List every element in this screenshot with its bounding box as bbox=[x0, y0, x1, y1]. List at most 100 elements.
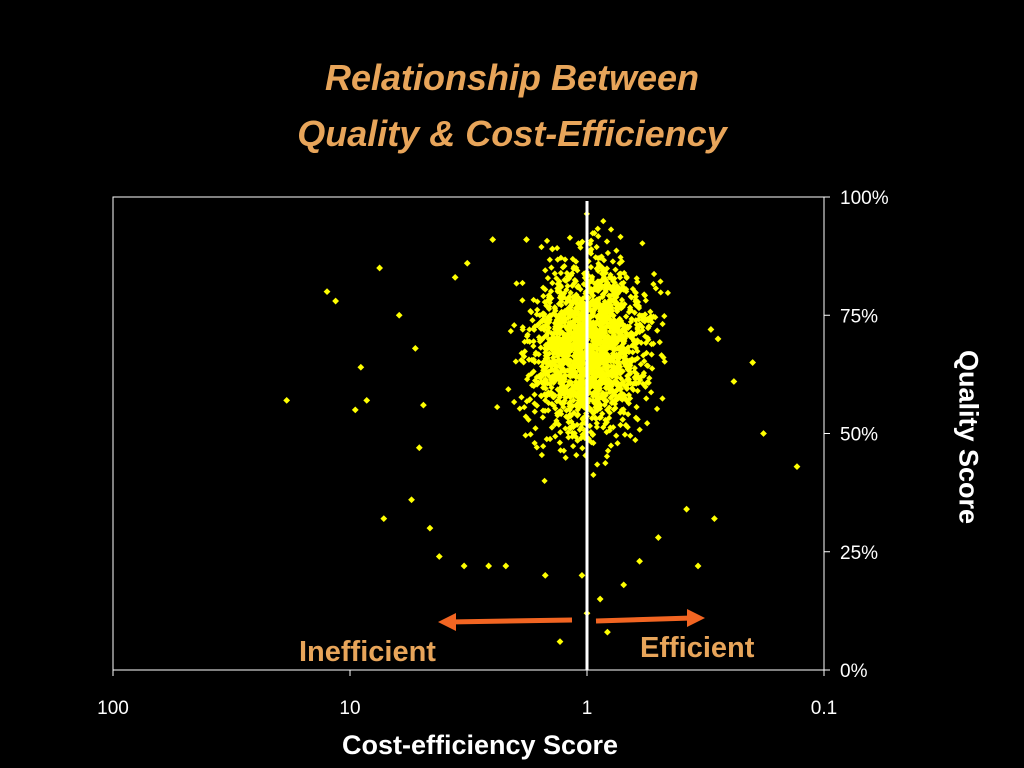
y-axis: 0% 25% 50% 75% 100% bbox=[824, 188, 889, 682]
data-point bbox=[683, 505, 690, 513]
data-point bbox=[641, 291, 648, 298]
data-point bbox=[658, 352, 665, 359]
data-point bbox=[522, 432, 529, 439]
data-point bbox=[551, 270, 558, 277]
data-point bbox=[554, 288, 561, 295]
data-point bbox=[579, 445, 586, 452]
data-point bbox=[542, 267, 549, 274]
data-point bbox=[551, 421, 559, 428]
data-point bbox=[544, 360, 551, 368]
data-point bbox=[538, 243, 545, 251]
data-point bbox=[597, 357, 604, 364]
data-point bbox=[557, 324, 564, 331]
data-point bbox=[575, 319, 582, 326]
data-point bbox=[534, 298, 541, 305]
data-point bbox=[565, 434, 572, 441]
data-point bbox=[664, 289, 672, 296]
efficient-arrow-shaft bbox=[595, 615, 693, 624]
data-point bbox=[505, 386, 512, 393]
data-point bbox=[634, 387, 641, 395]
data-point bbox=[575, 411, 582, 418]
data-point bbox=[576, 335, 583, 343]
data-point bbox=[596, 595, 604, 603]
y-axis-title: Quality Score bbox=[953, 349, 984, 525]
data-point bbox=[539, 414, 546, 421]
data-point bbox=[519, 279, 526, 287]
data-point bbox=[711, 515, 718, 523]
data-point bbox=[545, 324, 552, 331]
data-point bbox=[617, 375, 624, 382]
data-point bbox=[574, 295, 581, 302]
x-tick-label: 100 bbox=[97, 698, 129, 719]
data-point bbox=[546, 435, 554, 443]
data-point bbox=[556, 439, 563, 446]
data-point bbox=[494, 403, 501, 411]
data-point bbox=[573, 451, 580, 459]
x-axis-title: Cost-efficiency Score bbox=[341, 730, 619, 760]
data-point bbox=[560, 447, 568, 454]
data-point bbox=[601, 355, 609, 362]
data-point bbox=[562, 425, 569, 432]
data-point bbox=[625, 308, 633, 316]
data-point bbox=[613, 432, 620, 439]
data-point bbox=[593, 243, 600, 251]
data-point bbox=[485, 562, 493, 570]
data-point bbox=[554, 245, 561, 252]
data-point bbox=[632, 436, 639, 444]
data-point bbox=[411, 344, 419, 352]
data-point bbox=[650, 270, 658, 278]
data-point bbox=[631, 309, 638, 316]
data-point bbox=[332, 297, 340, 305]
data-point bbox=[555, 421, 562, 428]
inefficient-arrow-shaft bbox=[447, 617, 573, 625]
data-point bbox=[567, 328, 574, 335]
data-point bbox=[661, 313, 668, 320]
data-point bbox=[579, 431, 586, 438]
data-point bbox=[643, 362, 651, 369]
data-point bbox=[519, 326, 526, 333]
data-point bbox=[609, 258, 616, 265]
plot-area-border bbox=[112, 196, 825, 671]
data-point bbox=[591, 399, 598, 407]
data-point bbox=[653, 405, 661, 413]
data-point bbox=[614, 440, 621, 447]
data-point bbox=[556, 638, 564, 646]
data-point bbox=[642, 339, 650, 347]
x-tick-label: 0.1 bbox=[811, 698, 837, 719]
y-tick-label: 75% bbox=[840, 306, 878, 327]
data-point bbox=[566, 234, 574, 241]
data-point bbox=[540, 293, 547, 300]
data-point bbox=[615, 367, 622, 374]
data-point bbox=[793, 463, 801, 471]
data-point bbox=[572, 358, 579, 365]
data-point bbox=[593, 420, 600, 427]
data-point bbox=[557, 364, 564, 371]
data-point bbox=[415, 444, 423, 452]
data-point bbox=[654, 534, 662, 541]
data-point bbox=[528, 370, 535, 377]
data-point bbox=[351, 406, 359, 414]
data-point bbox=[548, 245, 556, 253]
data-point bbox=[600, 217, 607, 225]
data-point bbox=[592, 392, 600, 399]
data-point bbox=[625, 376, 632, 383]
data-point bbox=[607, 328, 614, 335]
data-point bbox=[589, 292, 597, 299]
data-point bbox=[530, 325, 537, 333]
efficient-arrowhead bbox=[687, 609, 705, 627]
data-point bbox=[578, 572, 586, 579]
data-point bbox=[435, 553, 443, 560]
data-point bbox=[557, 254, 565, 261]
data-point bbox=[634, 324, 641, 331]
data-point bbox=[541, 391, 548, 398]
data-point bbox=[489, 236, 497, 243]
data-point bbox=[659, 395, 666, 402]
data-point bbox=[633, 403, 640, 411]
data-point bbox=[543, 436, 550, 443]
data-point bbox=[554, 280, 561, 288]
data-point bbox=[628, 385, 636, 392]
data-point bbox=[694, 562, 702, 570]
x-tick-label: 1 bbox=[582, 698, 593, 719]
data-point bbox=[707, 326, 715, 333]
